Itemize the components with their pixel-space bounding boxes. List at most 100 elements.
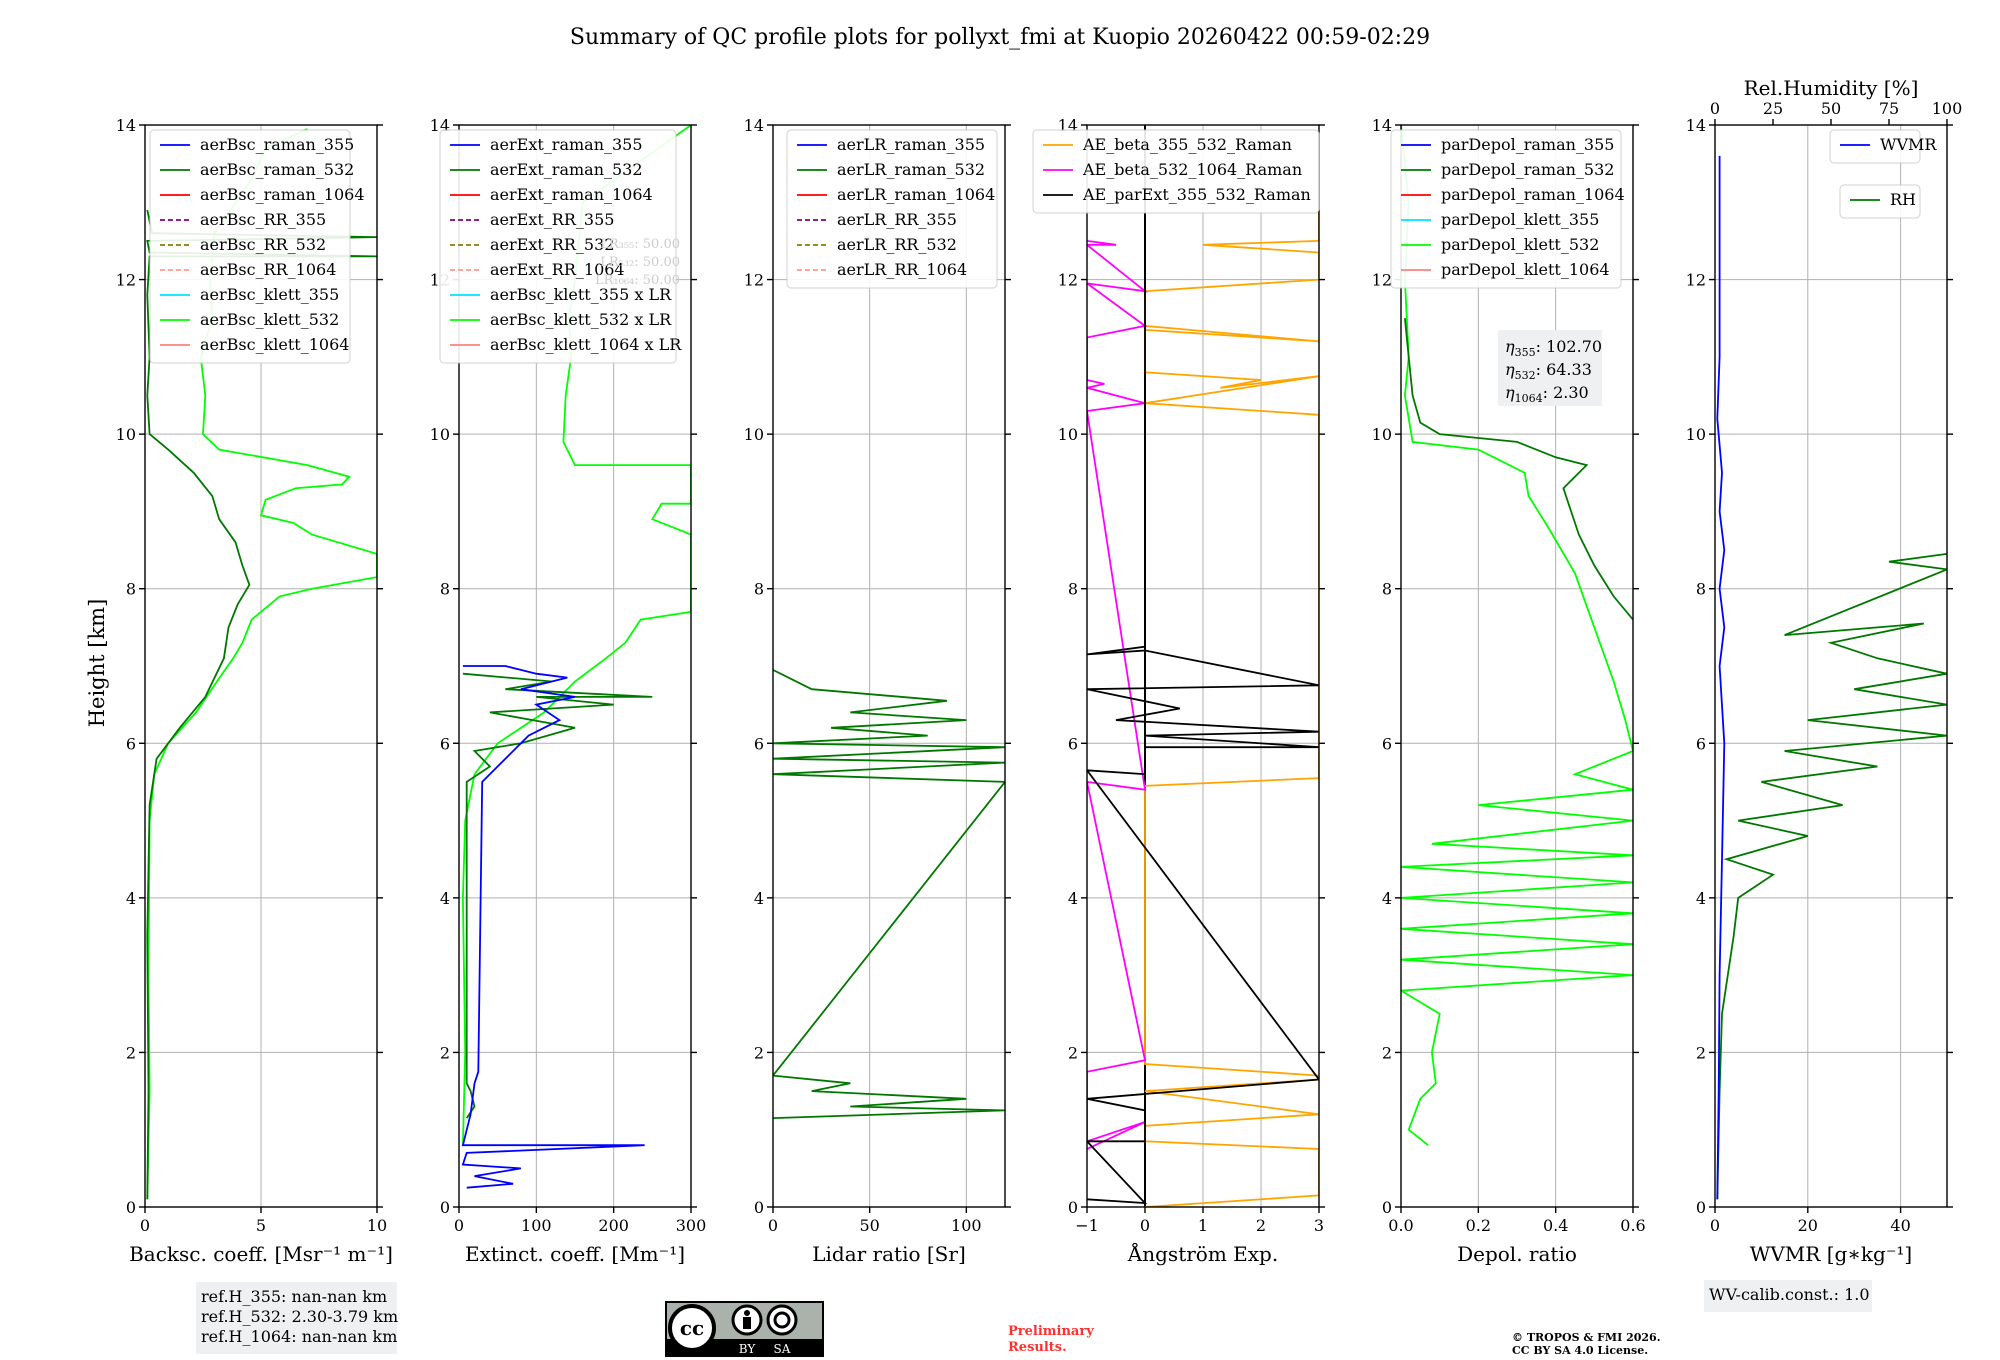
y-tick-label: 8 <box>126 580 136 599</box>
legend-entry: aerLR_RR_1064 <box>837 260 967 279</box>
y-axis-label: Height [km] <box>85 599 109 728</box>
legend-entry: aerLR_raman_532 <box>837 160 985 179</box>
legend-entry: AE_parExt_355_532_Raman <box>1082 185 1311 204</box>
cc-license-badge[interactable]: cc BY SA <box>665 1301 824 1357</box>
legend-entry: aerLR_RR_532 <box>837 235 957 254</box>
y-tick-label: 14 <box>1686 116 1706 135</box>
series-pardepol-klett-532 <box>1401 125 1633 1146</box>
legend-frame <box>786 129 998 289</box>
legend-entry: aerExt_raman_532 <box>490 160 643 179</box>
y-tick-label: 6 <box>1382 734 1392 753</box>
legend-frame <box>1032 129 1320 214</box>
legend-entry: aerBsc_klett_355 <box>200 285 339 304</box>
x-tick-label: 3 <box>1314 1216 1324 1235</box>
series-ae-beta-355-532-raman <box>1144 210 1319 1207</box>
y-tick-label: 2 <box>126 1043 136 1062</box>
top-x-tick-label: 25 <box>1763 99 1783 118</box>
legend-entry: aerLR_raman_1064 <box>837 185 995 204</box>
info-box <box>196 1282 397 1354</box>
y-tick-label: 4 <box>1696 889 1706 908</box>
preliminary-line-2: Results. <box>1008 1340 1067 1355</box>
cc-by-label: BY <box>739 1342 757 1356</box>
lr-note: LR₁₀₆₄: 50.00 <box>595 273 680 288</box>
y-tick-label: 10 <box>430 425 450 444</box>
legend-entry: aerExt_RR_1064 <box>490 260 625 279</box>
x-axis-label: Backsc. coeff. [Msr⁻¹ m⁻¹] <box>129 1242 393 1266</box>
panel-lr: 0 2 4 6 8 10 12 14 0 50 100 Lidar ratio [Sr] aerLR_r… <box>744 116 1011 1266</box>
y-tick-label: 6 <box>126 734 136 753</box>
y-tick-label: 0 <box>1382 1198 1392 1217</box>
x-tick-label: 0 <box>1710 1216 1720 1235</box>
copyright-line-1: © TROPOS & FMI 2026. <box>1512 1331 1661 1344</box>
legend-entry: parDepol_klett_1064 <box>1441 260 1610 279</box>
y-tick-label: 2 <box>754 1043 764 1062</box>
legend-entry: parDepol_raman_1064 <box>1441 185 1625 204</box>
y-tick-label: 0 <box>754 1198 764 1217</box>
x-tick-label: −1 <box>1075 1216 1099 1235</box>
legend-entry: aerBsc_raman_355 <box>200 135 354 154</box>
series-ae-parext-355-532-raman <box>1087 132 1319 1205</box>
eta-entry: η1064: 2.30 <box>1505 383 1589 405</box>
y-tick-label: 6 <box>1068 734 1078 753</box>
y-tick-label: 10 <box>744 425 764 444</box>
y-tick-label: 4 <box>754 889 764 908</box>
x-tick-label: 0.4 <box>1543 1216 1568 1235</box>
y-tick-label: 12 <box>1058 271 1078 290</box>
series-aerext-raman-355 <box>461 665 645 1189</box>
y-tick-label: 12 <box>744 271 764 290</box>
x-tick-label: 20 <box>1798 1216 1818 1235</box>
series-wvmr <box>1716 155 1726 1200</box>
x-tick-label: 40 <box>1890 1216 1910 1235</box>
legend-entry: aerBsc_RR_355 <box>200 210 326 229</box>
cc-sa-label: SA <box>774 1342 791 1356</box>
info-line: ref.H_355: nan-nan km <box>201 1287 387 1306</box>
legend: aerLR_raman_355 aerLR_raman_532 aerLR_rama… <box>786 129 998 289</box>
x-tick-label: 0.0 <box>1388 1216 1413 1235</box>
y-tick-label: 0 <box>126 1198 136 1217</box>
eta-box <box>1498 330 1602 406</box>
x-tick-label: 0.2 <box>1466 1216 1491 1235</box>
info-line: ref.H_1064: nan-nan km <box>201 1327 397 1346</box>
x-tick-label: 1 <box>1198 1216 1208 1235</box>
y-tick-label: 10 <box>1372 425 1392 444</box>
legend-entry: parDepol_raman_355 <box>1441 135 1614 154</box>
legend: aerBsc_raman_355 aerBsc_raman_532 aerBsc_r… <box>149 129 365 364</box>
legend-entry: AE_beta_532_1064_Raman <box>1082 160 1302 179</box>
legend-entry: aerBsc_klett_355 x LR <box>490 285 672 304</box>
x-tick-label: 5 <box>256 1216 266 1235</box>
y-tick-label: 8 <box>1382 580 1392 599</box>
x-axis-label: Ångström Exp. <box>1127 1241 1278 1266</box>
x-tick-label: 0 <box>1140 1216 1150 1235</box>
y-tick-label: 4 <box>1382 889 1392 908</box>
x-tick-label: 300 <box>676 1216 707 1235</box>
y-tick-label: 14 <box>116 116 136 135</box>
x-tick-label: 0 <box>140 1216 150 1235</box>
series-aerext-raman-532 <box>462 672 653 1119</box>
series-rh <box>1716 553 1947 1200</box>
y-tick-label: 14 <box>1372 116 1392 135</box>
y-tick-label: 10 <box>116 425 136 444</box>
axes-frame <box>458 124 692 1208</box>
cc-icon <box>668 1304 716 1352</box>
legend-frame <box>1390 129 1622 289</box>
legend-entry: aerBsc_raman_1064 <box>200 185 365 204</box>
legend-entry: aerBsc_klett_1064 <box>200 335 349 354</box>
legend: AE_beta_355_532_Raman AE_beta_532_1064_Ra… <box>1032 129 1320 214</box>
y-tick-label: 2 <box>1696 1043 1706 1062</box>
legend-frame <box>1829 129 1921 164</box>
y-tick-label: 2 <box>1068 1043 1078 1062</box>
legend-entry: AE_beta_355_532_Raman <box>1082 135 1292 154</box>
x-tick-label: 200 <box>598 1216 629 1235</box>
panel-ext: 024681012140100200300Extinct. coeff. [Mm… <box>430 116 707 1266</box>
x-axis-label: Extinct. coeff. [Mm⁻¹] <box>465 1242 685 1266</box>
lr-note: LR₃₅₅: 50.00 <box>600 237 680 252</box>
legend-entry: aerBsc_klett_532 x LR <box>490 310 672 329</box>
x-axis-label: Lidar ratio [Sr] <box>812 1242 966 1266</box>
top-x-tick-label: 75 <box>1879 99 1899 118</box>
y-tick-label: 2 <box>1382 1043 1392 1062</box>
y-tick-label: 10 <box>1686 425 1706 444</box>
y-tick-label: 2 <box>440 1043 450 1062</box>
legend-entry: aerBsc_klett_1064 x LR <box>490 335 682 354</box>
